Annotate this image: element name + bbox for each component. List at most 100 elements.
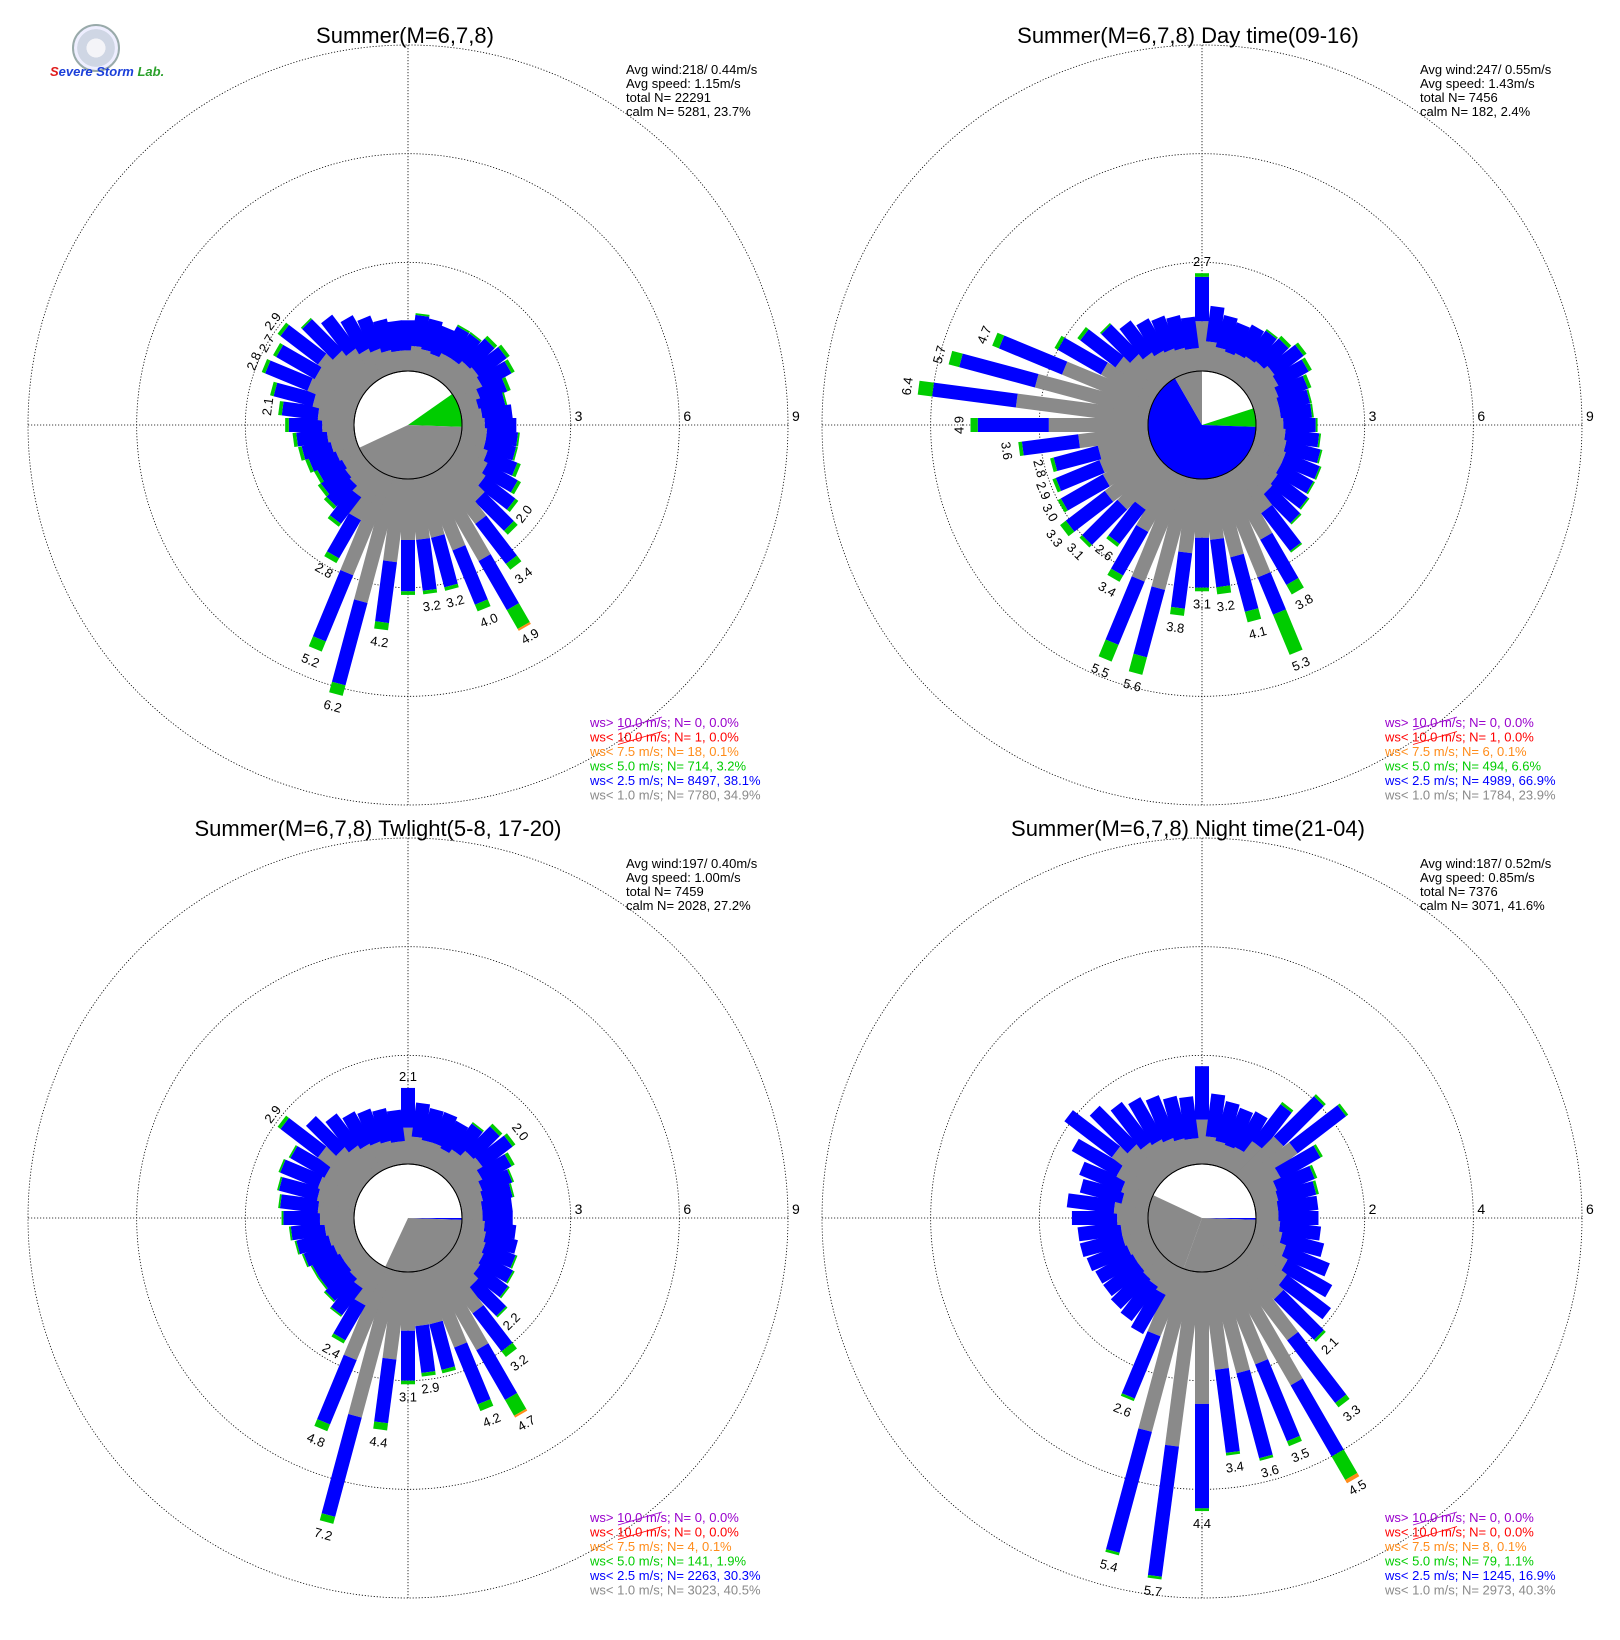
wind-bar [329,475,401,696]
bar-value-label: 5.4 [1098,1556,1119,1575]
wind-bar-segment [1195,1066,1209,1120]
calm-outline [353,1163,463,1273]
bar-value-label: 3.1 [1064,540,1087,563]
wind-bar-segment [375,560,397,624]
wind-bar-segment [330,1280,363,1316]
ring-label: 6 [683,408,691,424]
wind-bar [446,1245,510,1299]
wind-bar-segment [1273,1165,1315,1194]
legend-entry: ws< 2.5 m/s; N= 4989, 66.9% [1384,773,1556,788]
wind-bar-segment [314,367,365,405]
wind-bar-segment [1225,1451,1241,1456]
wind-bar [329,1256,381,1317]
bar-value-label: 7.2 [313,1525,334,1544]
wind-bar-segment [1259,1454,1274,1461]
wind-bar [1245,445,1316,495]
wind-bar [1071,1138,1159,1198]
wind-bar-segment [1099,322,1112,335]
wind-bar-segment [1064,1110,1121,1158]
calm-slice [1202,408,1256,427]
wind-bar [1249,1232,1330,1277]
wind-bar-segment [465,1126,500,1161]
wind-bar-segment [1337,1103,1349,1117]
bar-value-label: 6.2 [322,697,343,716]
wind-bar-segment [1179,1096,1199,1140]
wind-bar-segment [1273,1096,1324,1147]
wind-bar-segment [1061,361,1155,411]
bar-value-label: 2.9 [420,1379,440,1396]
stats-total: total N= 7456 [1420,90,1498,105]
legend-entry: ws> 10.0 m/s; N= 0, 0.0% [589,715,739,730]
bar-value-label: 4.8 [305,1430,327,1451]
wind-bar-segment [1079,1232,1126,1258]
wind-bar [1255,418,1318,432]
wind-bar [422,1111,458,1171]
legend-entry: ws< 1.0 m/s; N= 7780, 34.9% [589,788,761,803]
wind-bar-segment [480,1242,516,1269]
wind-bar-segment [1089,1105,1138,1154]
wind-bar-segment [401,1330,415,1381]
wind-bar-segment [347,458,375,486]
wind-bar-segment [325,1113,360,1153]
wind-bar-segment [1289,1105,1347,1154]
wind-bar-segment [1216,1265,1269,1365]
bar-value-label: 3.4 [1225,1458,1245,1475]
wind-bar [1180,316,1202,373]
wind-bar-segment [446,1245,481,1276]
wind-bar-segment [1117,458,1169,510]
wind-bar-segment [302,319,343,360]
wind-bar-segment [279,1194,320,1214]
wind-bar [288,1145,365,1198]
wind-bar-segment [401,1380,415,1385]
wind-bar [1128,475,1195,675]
bar-value-label: 3.4 [512,564,535,587]
wind-bar-segment [1313,1094,1326,1107]
wind-bar [1120,1265,1188,1402]
calm-outline [353,370,463,480]
wind-bar-segment [1279,403,1313,422]
wind-bar-segment [421,1108,444,1144]
wind-bar-segment [451,1238,484,1266]
wind-bar-segment [428,1261,489,1351]
wind-bar-segment [336,1146,375,1185]
wind-bar-segment [469,331,482,342]
wind-bar-segment [317,1354,357,1425]
calm-slice [1147,1195,1202,1269]
bar-value-label: 3.2 [1216,597,1236,614]
wind-bar-segment [1195,537,1209,588]
wind-bar-segment [476,1154,512,1183]
wind-bar-segment [1252,1104,1292,1150]
wind-bar-segment [1057,498,1068,513]
wind-bar-segment [1055,459,1105,491]
bar-value-label: 3.1 [1193,596,1211,611]
wind-bar-segment [1274,375,1309,401]
wind-bar-segment [1278,335,1292,349]
wind-bar [387,320,408,373]
wind-bar-segment [329,681,346,696]
wind-bar-segment [1287,1331,1347,1404]
wind-bar-segment [326,513,362,559]
wind-bar-segment [506,603,530,629]
wind-bar [1235,1251,1326,1342]
wind-bar [1130,1261,1182,1335]
wind-bar-segment [347,1251,375,1279]
bar-value-label: 2.0 [513,502,536,525]
calm-slice [385,1218,462,1273]
wind-bar-segment [1165,1270,1202,1447]
wind-bar-segment [278,1158,286,1173]
wind-bar-segment [1115,356,1164,398]
wind-bar-segment [457,324,471,334]
ring-label: 3 [575,1201,583,1217]
wind-bar-segment [317,483,330,497]
wind-bar-segment [1286,578,1304,595]
stats-calm: calm N= 2028, 27.2% [626,898,751,913]
bar-value-label: 3.1 [399,1389,417,1404]
wind-bar-segment [373,1421,389,1431]
bar-value-label: 3.3 [1340,1402,1363,1425]
wind-bar [1245,1238,1333,1298]
bar-value-label: 2.8 [1030,458,1049,479]
wind-bar-segment [1098,639,1119,662]
wind-bar-segment [1195,273,1209,277]
wind-bar [1079,458,1169,548]
